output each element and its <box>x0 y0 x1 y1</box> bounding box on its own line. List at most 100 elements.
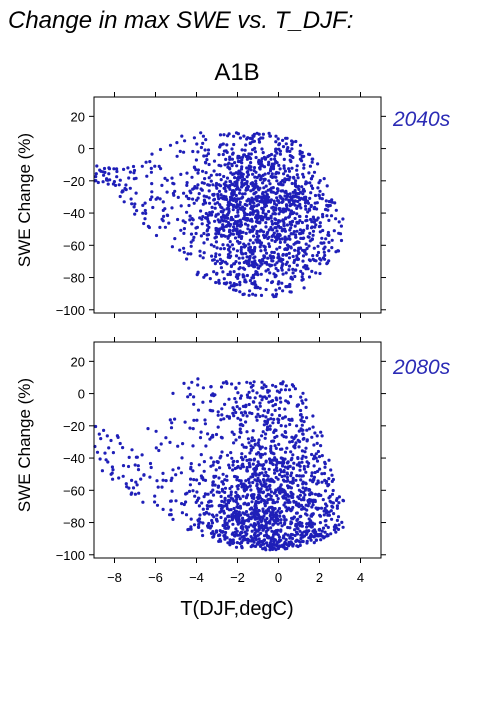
scatter-point <box>323 519 327 523</box>
scatter-point <box>293 248 297 252</box>
scatter-point <box>248 238 252 242</box>
scatter-point <box>269 494 273 498</box>
scatter-point <box>327 259 331 263</box>
scatter-point <box>244 143 248 147</box>
scatter-point <box>180 502 184 506</box>
scatter-point <box>250 281 254 285</box>
scatter-point <box>241 230 245 234</box>
scatter-point <box>295 474 299 478</box>
scatter-point <box>253 533 257 538</box>
y-tick-label: −20 <box>63 174 85 189</box>
scatter-point <box>267 509 271 513</box>
scatter-point <box>322 513 326 517</box>
scatter-point <box>337 501 341 505</box>
scatter-point <box>318 527 322 532</box>
scatter-point <box>272 532 276 537</box>
scatter-point <box>209 173 213 177</box>
scatter-point <box>264 446 268 450</box>
scatter-point <box>211 535 215 539</box>
scatter-point <box>263 511 267 515</box>
scatter-point <box>291 476 295 480</box>
scatter-point <box>251 292 255 296</box>
scatter-point <box>315 441 319 445</box>
scatter-point <box>204 211 208 216</box>
scatter-point <box>273 456 277 460</box>
scatter-point <box>295 212 299 216</box>
scatter-point <box>191 469 195 473</box>
scatter-point <box>291 271 295 275</box>
scatter-point <box>236 416 240 420</box>
scatter-point <box>284 203 289 207</box>
scatter-point <box>246 437 250 441</box>
scatter-point <box>195 478 199 482</box>
scatter-point <box>263 172 267 176</box>
scatter-point <box>201 141 205 145</box>
scatter-point <box>227 209 231 213</box>
scatter-point <box>279 489 283 493</box>
scatter-point <box>189 244 193 248</box>
scatter-point <box>261 181 265 185</box>
scatter-point <box>289 198 293 202</box>
scatter-point <box>231 406 235 410</box>
scatter-point <box>227 185 231 189</box>
scatter-point <box>269 399 274 403</box>
scatter-point <box>279 470 283 474</box>
scatter-point <box>108 178 112 182</box>
scatter-point <box>249 385 253 389</box>
scatter-point <box>290 536 295 541</box>
scatter-point <box>272 175 276 179</box>
scatter-point <box>291 481 295 485</box>
scatter-point <box>312 217 316 221</box>
scatter-point <box>168 143 173 147</box>
scatter-point <box>309 519 313 523</box>
scatter-point <box>247 152 251 156</box>
scatter-point <box>210 518 214 523</box>
scatter-point <box>111 468 115 472</box>
scatter-point <box>121 189 125 193</box>
scatter-point <box>270 206 274 210</box>
scatter-point <box>281 145 286 149</box>
scatter-point <box>275 161 279 165</box>
scatter-point <box>187 527 191 531</box>
scatter-point <box>236 154 240 158</box>
scatter-point <box>225 281 229 285</box>
scatter-point <box>96 180 100 185</box>
scatter-point <box>257 140 262 144</box>
scatter-point <box>209 456 213 460</box>
scatter-point <box>300 229 304 233</box>
scatter-point <box>195 198 199 202</box>
scatter-point <box>262 474 266 478</box>
scatter-point <box>144 160 148 164</box>
scatter-point <box>261 395 265 399</box>
scatter-point <box>286 486 290 490</box>
scatter-point <box>256 486 260 490</box>
scatter-point <box>207 176 211 180</box>
scatter-point <box>252 166 257 170</box>
x-axis-label: T(DJF,degC) <box>180 598 293 620</box>
scatter-point <box>300 159 304 163</box>
scatter-point <box>245 203 249 207</box>
scatter-point <box>261 132 265 136</box>
scatter-point <box>251 400 255 404</box>
scatter-point <box>235 529 239 533</box>
scatter-point <box>220 450 224 454</box>
scatter-point <box>197 192 201 196</box>
scatter-point <box>227 494 231 498</box>
y-tick-label: −80 <box>63 271 85 286</box>
scatter-point <box>279 424 283 428</box>
scatter-point <box>307 171 311 175</box>
scatter-point <box>247 458 252 462</box>
scatter-point <box>250 252 254 256</box>
scatter-point <box>248 256 252 260</box>
scatter-point <box>235 475 239 479</box>
scatter-point <box>303 250 307 254</box>
scatter-point <box>292 230 296 234</box>
scatter-point <box>214 252 218 256</box>
scatter-point <box>270 259 274 263</box>
scatter-point <box>224 157 228 161</box>
scatter-point <box>287 169 292 173</box>
scatter-point <box>296 517 300 521</box>
scatter-point <box>243 280 247 284</box>
scatter-point <box>261 192 265 196</box>
scatter-point <box>329 509 333 513</box>
